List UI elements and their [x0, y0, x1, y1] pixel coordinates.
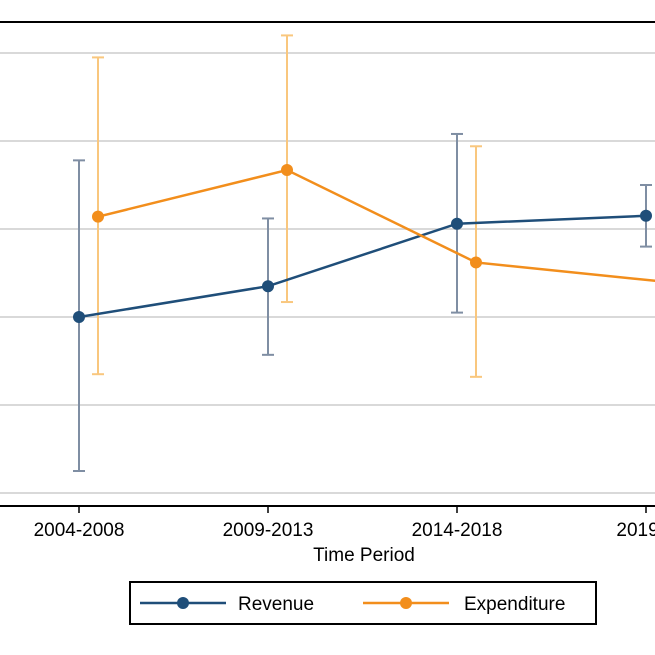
- data-points: [73, 164, 652, 323]
- x-tick-label: 2004-2008: [34, 520, 125, 541]
- x-axis-title: Time Period: [313, 545, 415, 566]
- legend-expenditure-label: Expenditure: [464, 594, 565, 615]
- point-expenditure-2004-2008: [92, 210, 104, 223]
- series-line-expenditure: [97, 168, 655, 283]
- point-revenue-2004-2008: [73, 311, 85, 323]
- legend-expenditure-marker: [400, 597, 412, 609]
- legend: Revenue Expenditure: [129, 581, 597, 625]
- x-tick-label: 2014-2018: [412, 520, 503, 541]
- x-tick-label: 2009-2013: [223, 520, 314, 541]
- gridlines: [0, 52, 655, 494]
- point-expenditure-2014-2018: [470, 256, 482, 269]
- legend-revenue-label: Revenue: [238, 594, 314, 615]
- legend-revenue-marker: [177, 597, 189, 609]
- point-revenue-2009-2013: [262, 280, 274, 293]
- point-expenditure-2009-2013: [281, 164, 293, 177]
- series-lines: [78, 168, 655, 319]
- x-tick-label: 2019-2: [616, 520, 655, 541]
- series-line-revenue: [78, 214, 647, 319]
- x-axis-ticks: 2004-2008 2009-2013 2014-2018 2019-2: [34, 506, 655, 541]
- point-revenue-2014-2018: [451, 217, 463, 230]
- point-revenue-2019-2023: [640, 209, 652, 222]
